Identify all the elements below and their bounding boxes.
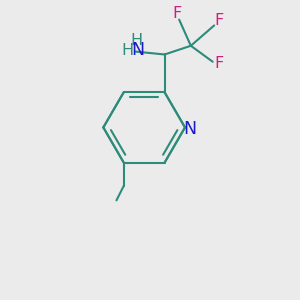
Text: H: H [131, 33, 143, 48]
Text: F: F [215, 13, 224, 28]
Text: F: F [172, 6, 182, 21]
Text: H: H [121, 43, 133, 58]
Text: N: N [131, 41, 144, 59]
Text: F: F [214, 56, 224, 71]
Text: N: N [183, 120, 196, 138]
